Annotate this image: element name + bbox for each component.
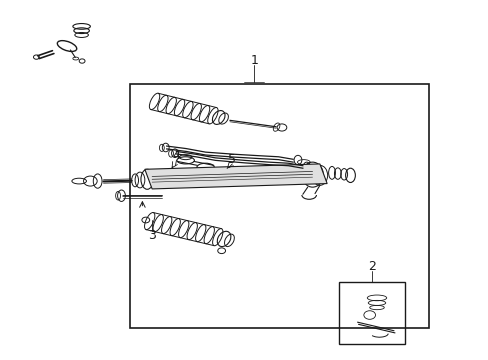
Text: 1: 1 — [250, 54, 258, 67]
Text: 3: 3 — [148, 229, 156, 242]
Bar — [130, 84, 428, 328]
Text: 4: 4 — [172, 149, 180, 162]
Bar — [339, 282, 404, 344]
Polygon shape — [144, 164, 326, 189]
Text: 5: 5 — [228, 153, 236, 166]
Text: 2: 2 — [367, 260, 375, 273]
